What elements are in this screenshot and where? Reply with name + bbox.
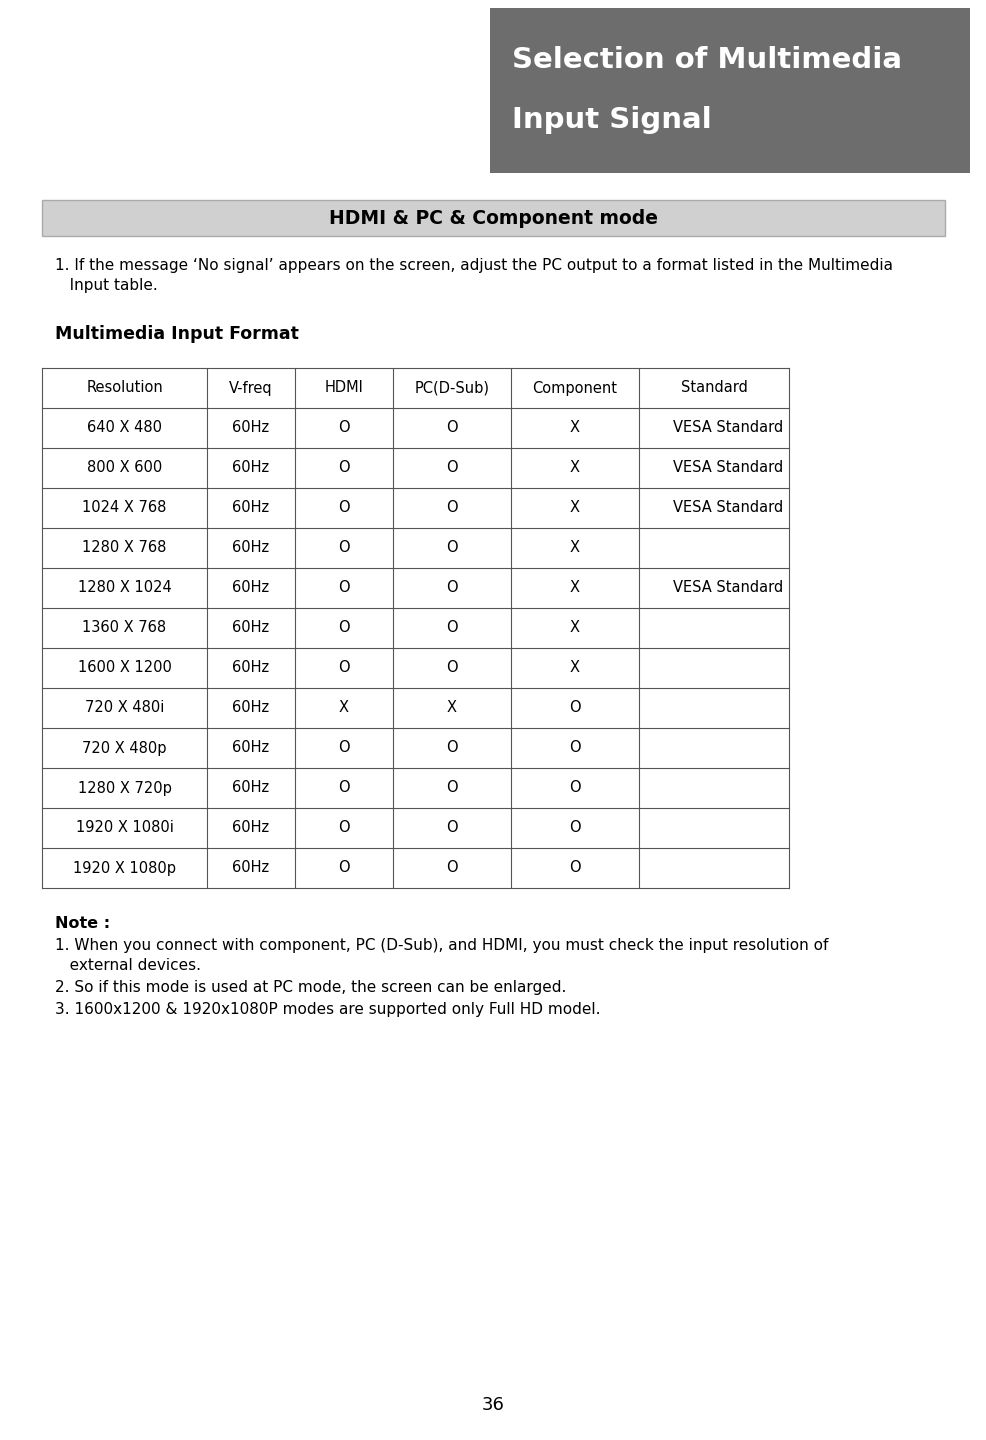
Text: HDMI & PC & Component mode: HDMI & PC & Component mode xyxy=(328,209,658,228)
Text: 60Hz: 60Hz xyxy=(232,540,269,556)
Text: O: O xyxy=(569,821,580,835)
Text: X: X xyxy=(570,621,580,635)
Text: Resolution: Resolution xyxy=(86,380,163,396)
Text: Input Signal: Input Signal xyxy=(512,107,711,134)
Text: X: X xyxy=(447,700,457,716)
Text: O: O xyxy=(446,540,458,556)
Text: O: O xyxy=(338,621,349,635)
Text: 800 X 600: 800 X 600 xyxy=(87,461,162,475)
Text: X: X xyxy=(570,501,580,516)
Text: 640 X 480: 640 X 480 xyxy=(87,420,162,435)
Text: O: O xyxy=(338,861,349,876)
Text: 60Hz: 60Hz xyxy=(232,700,269,716)
Text: O: O xyxy=(446,501,458,516)
Text: 60Hz: 60Hz xyxy=(232,780,269,795)
Text: external devices.: external devices. xyxy=(55,958,201,973)
Text: 60Hz: 60Hz xyxy=(232,501,269,516)
Text: O: O xyxy=(338,461,349,475)
Text: VESA Standard: VESA Standard xyxy=(672,580,782,596)
Text: O: O xyxy=(338,540,349,556)
Text: 60Hz: 60Hz xyxy=(232,740,269,756)
Text: VESA Standard: VESA Standard xyxy=(672,461,782,475)
Text: X: X xyxy=(570,461,580,475)
Text: O: O xyxy=(569,740,580,756)
Text: O: O xyxy=(338,780,349,795)
Text: O: O xyxy=(338,740,349,756)
Text: 1280 X 720p: 1280 X 720p xyxy=(78,780,172,795)
Bar xyxy=(489,9,969,173)
Text: V-freq: V-freq xyxy=(229,380,272,396)
Text: O: O xyxy=(338,580,349,596)
Text: O: O xyxy=(569,700,580,716)
Text: X: X xyxy=(570,420,580,435)
Text: X: X xyxy=(570,661,580,675)
Text: Standard: Standard xyxy=(680,380,746,396)
Text: 1. If the message ‘No signal’ appears on the screen, adjust the PC output to a f: 1. If the message ‘No signal’ appears on… xyxy=(55,258,892,274)
Text: 36: 36 xyxy=(481,1395,505,1414)
Text: 1600 X 1200: 1600 X 1200 xyxy=(78,661,172,675)
Text: O: O xyxy=(446,420,458,435)
Text: 60Hz: 60Hz xyxy=(232,621,269,635)
Bar xyxy=(42,200,944,236)
Text: 60Hz: 60Hz xyxy=(232,821,269,835)
Text: O: O xyxy=(446,580,458,596)
Text: 60Hz: 60Hz xyxy=(232,461,269,475)
Text: HDMI: HDMI xyxy=(324,380,363,396)
Text: 1280 X 1024: 1280 X 1024 xyxy=(78,580,172,596)
Text: PC(D-Sub): PC(D-Sub) xyxy=(414,380,489,396)
Text: Input table.: Input table. xyxy=(55,278,158,292)
Text: 1920 X 1080i: 1920 X 1080i xyxy=(76,821,174,835)
Text: 60Hz: 60Hz xyxy=(232,861,269,876)
Text: 2. So if this mode is used at PC mode, the screen can be enlarged.: 2. So if this mode is used at PC mode, t… xyxy=(55,981,566,995)
Text: VESA Standard: VESA Standard xyxy=(672,420,782,435)
Text: O: O xyxy=(446,461,458,475)
Text: O: O xyxy=(446,661,458,675)
Text: 60Hz: 60Hz xyxy=(232,580,269,596)
Text: O: O xyxy=(446,780,458,795)
Text: O: O xyxy=(338,501,349,516)
Text: Selection of Multimedia: Selection of Multimedia xyxy=(512,46,901,73)
Text: O: O xyxy=(569,780,580,795)
Text: X: X xyxy=(570,580,580,596)
Text: 1. When you connect with component, PC (D-Sub), and HDMI, you must check the inp: 1. When you connect with component, PC (… xyxy=(55,937,827,953)
Text: 60Hz: 60Hz xyxy=(232,661,269,675)
Text: O: O xyxy=(446,861,458,876)
Text: O: O xyxy=(338,821,349,835)
Text: O: O xyxy=(446,621,458,635)
Text: Note :: Note : xyxy=(55,916,110,932)
Text: O: O xyxy=(446,740,458,756)
Text: Multimedia Input Format: Multimedia Input Format xyxy=(55,325,299,343)
Text: 3. 1600x1200 & 1920x1080P modes are supported only Full HD model.: 3. 1600x1200 & 1920x1080P modes are supp… xyxy=(55,1002,599,1017)
Text: 60Hz: 60Hz xyxy=(232,420,269,435)
Text: O: O xyxy=(569,861,580,876)
Text: 1280 X 768: 1280 X 768 xyxy=(82,540,167,556)
Text: X: X xyxy=(570,540,580,556)
Text: 1360 X 768: 1360 X 768 xyxy=(83,621,167,635)
Text: X: X xyxy=(338,700,349,716)
Text: O: O xyxy=(338,661,349,675)
Text: 1024 X 768: 1024 X 768 xyxy=(82,501,167,516)
Text: 720 X 480i: 720 X 480i xyxy=(85,700,164,716)
Text: 1920 X 1080p: 1920 X 1080p xyxy=(73,861,176,876)
Text: Component: Component xyxy=(532,380,617,396)
Text: O: O xyxy=(338,420,349,435)
Text: VESA Standard: VESA Standard xyxy=(672,501,782,516)
Text: O: O xyxy=(446,821,458,835)
Text: 720 X 480p: 720 X 480p xyxy=(82,740,167,756)
